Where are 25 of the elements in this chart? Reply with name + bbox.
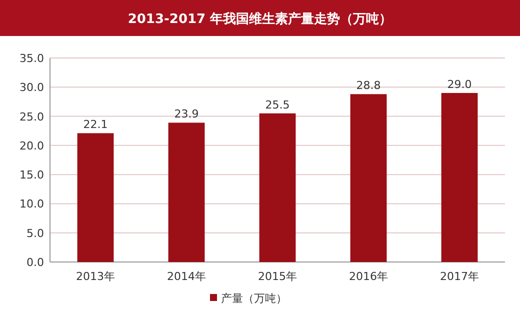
y-tick-label: 30.0: [20, 81, 44, 94]
bar: [350, 94, 387, 262]
data-label: 29.0: [447, 78, 472, 91]
x-tick-label: 2013年: [76, 270, 115, 283]
x-tick-label: 2017年: [440, 270, 479, 283]
y-tick-label: 0.0: [26, 256, 44, 269]
y-tick-label: 25.0: [20, 110, 44, 124]
bar: [77, 133, 114, 262]
data-label: 23.9: [174, 108, 199, 121]
y-tick-label: 20.0: [20, 139, 44, 152]
data-label: 22.1: [83, 118, 108, 132]
data-label: 28.8: [356, 79, 381, 92]
bar: [259, 113, 296, 262]
x-tick-label: 2014年: [167, 270, 206, 283]
x-tick-label: 2015年: [258, 270, 297, 283]
bar: [441, 92, 478, 262]
y-tick-label: 15.0: [20, 168, 44, 182]
bar: [168, 122, 205, 262]
y-tick-label: 10.0: [20, 198, 44, 211]
chart-title: 2013-2017 年我国维生素产量走势（万吨）: [128, 11, 392, 27]
data-label: 25.5: [265, 98, 290, 112]
x-tick-label: 2016年: [349, 270, 388, 283]
y-tick-label: 35.0: [20, 52, 44, 65]
legend-label: 产量（万吨）: [221, 292, 287, 305]
y-tick-label: 5.0: [26, 226, 44, 240]
